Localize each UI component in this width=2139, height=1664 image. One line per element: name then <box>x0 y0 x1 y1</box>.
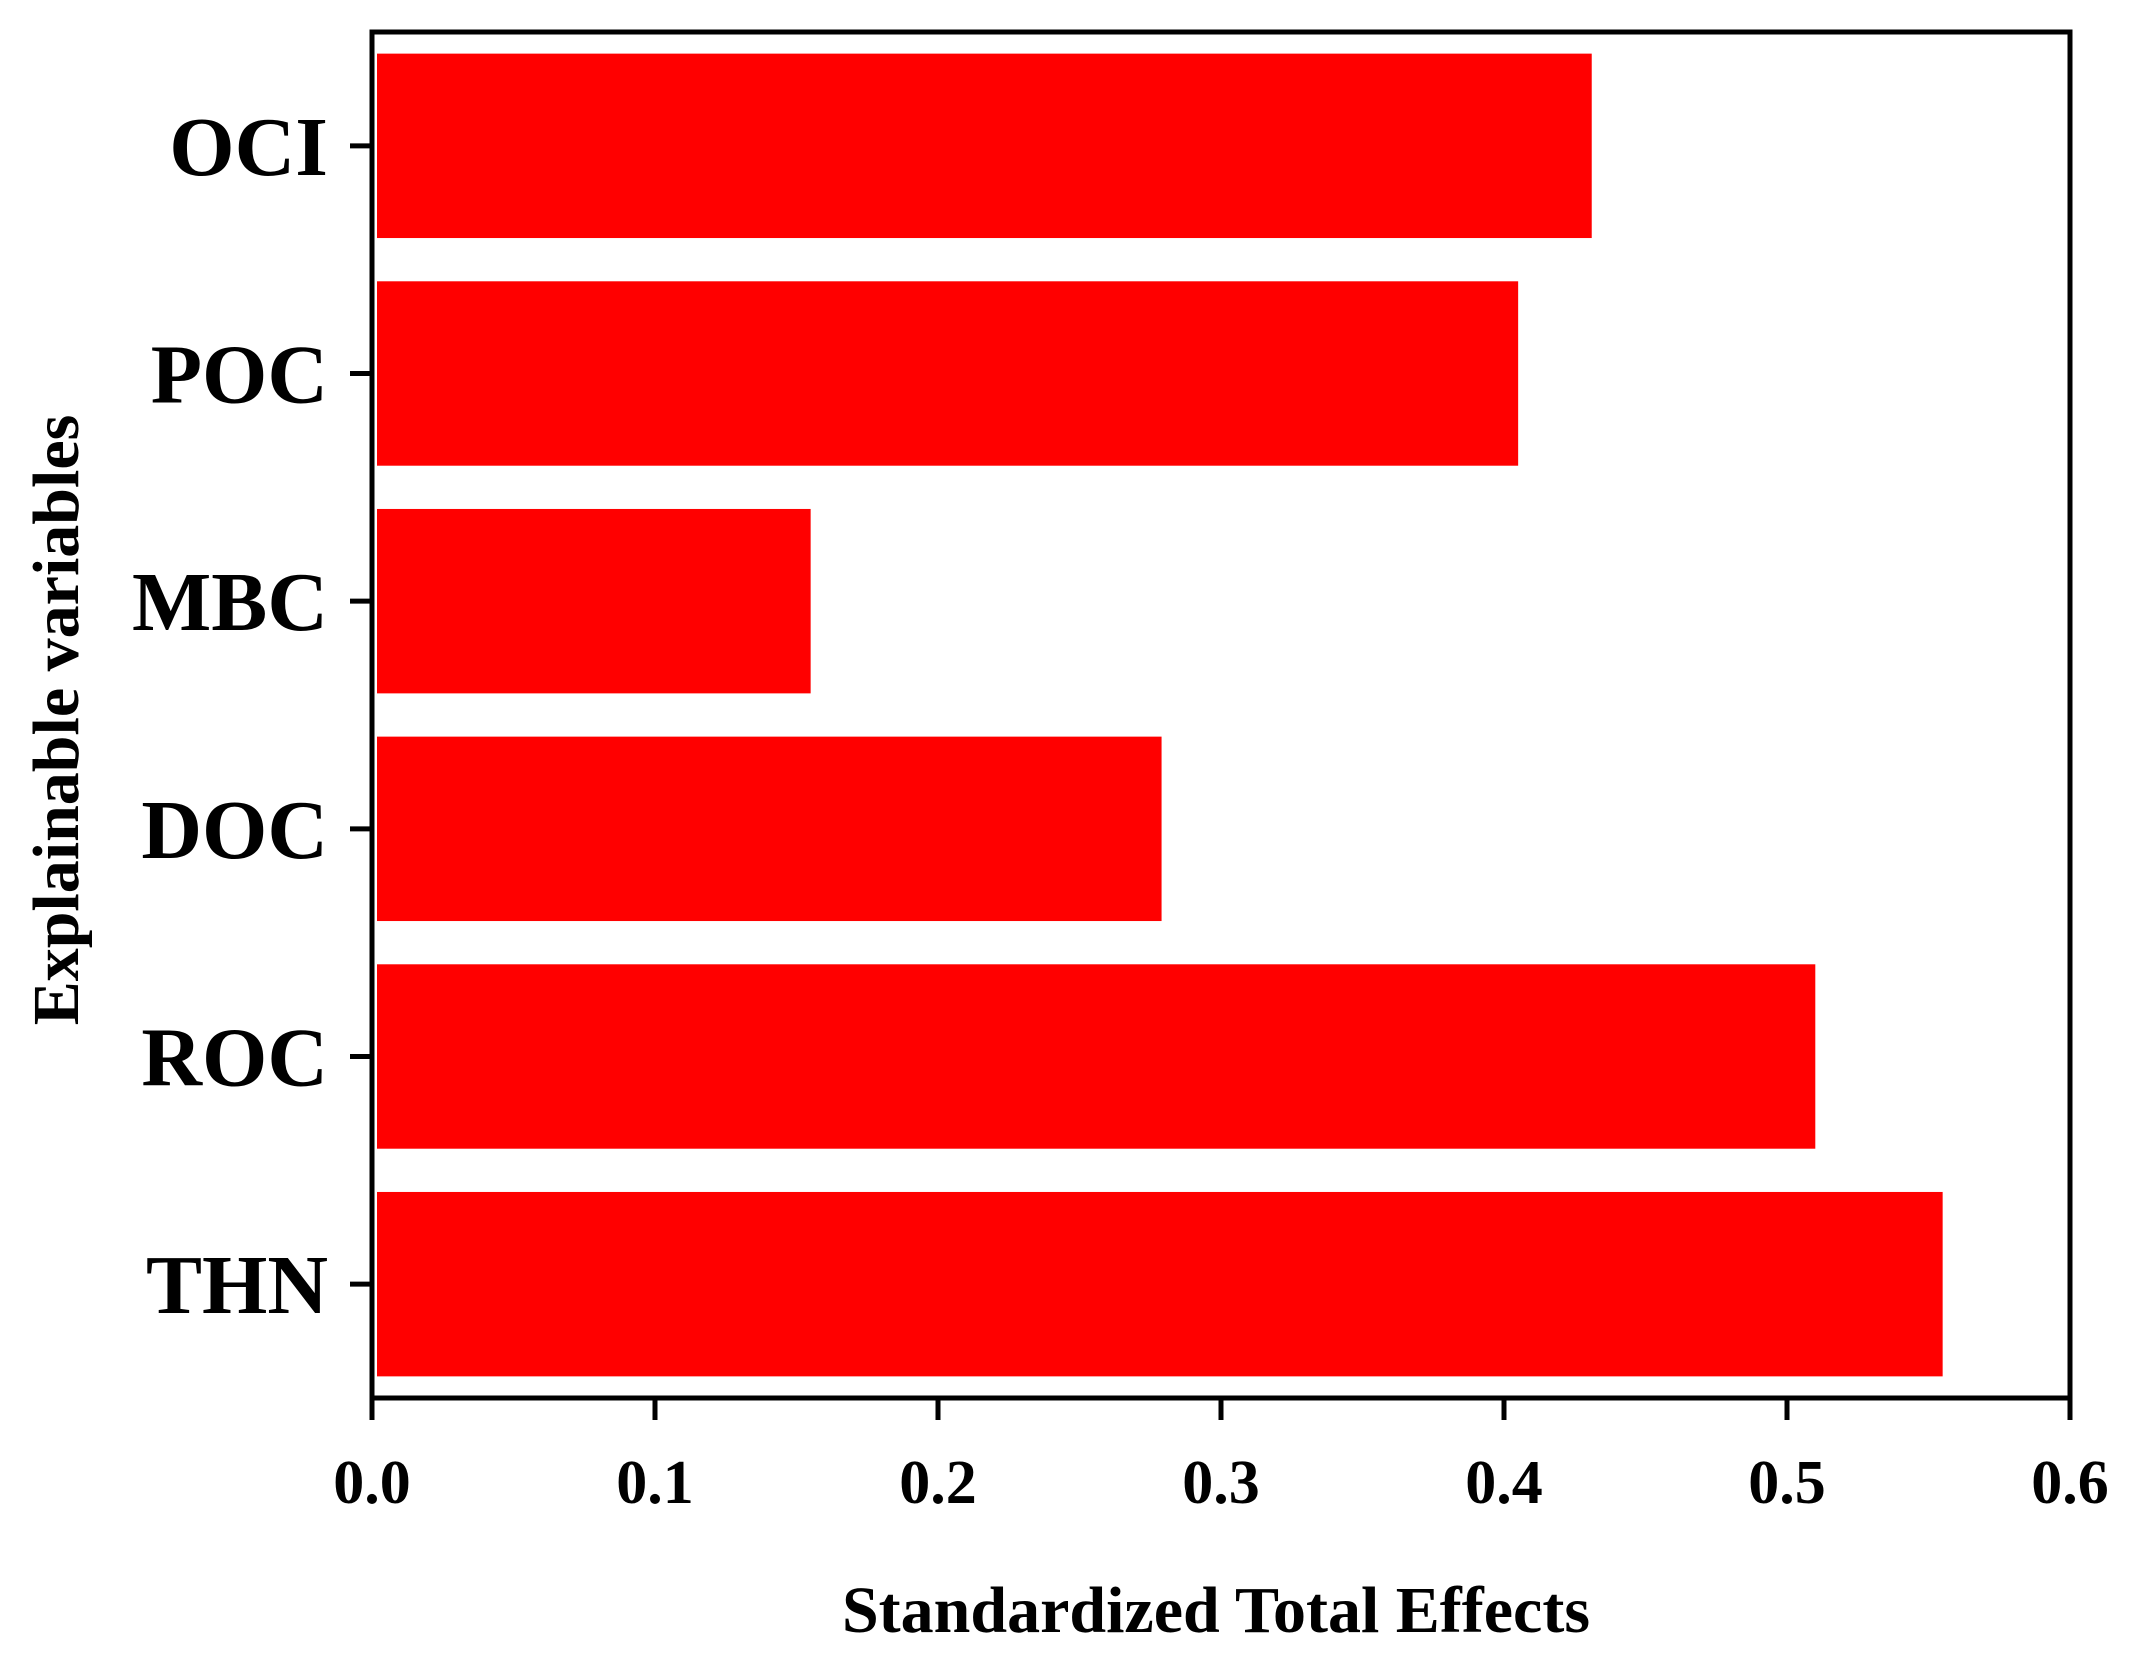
y-tick-label-doc: DOC <box>141 784 328 877</box>
y-ticks-group: OCI POC MBC DOC ROC THN <box>132 101 372 1332</box>
x-ticks-group: 0.0 0.1 0.2 0.3 0.4 0.5 0.6 <box>333 1398 2109 1517</box>
x-axis-title: Standardized Total Effects <box>842 1574 1590 1647</box>
bar-roc <box>377 964 1816 1149</box>
y-axis-title: Explainable variables <box>20 415 93 1026</box>
y-tick-label-oci: OCI <box>169 101 328 194</box>
x-tick-label: 0.1 <box>616 1449 694 1517</box>
x-tick-label: 0.0 <box>333 1449 411 1517</box>
x-tick-label: 0.6 <box>2031 1449 2109 1517</box>
y-tick-label-thn: THN <box>146 1239 328 1332</box>
x-tick-label: 0.2 <box>899 1449 977 1517</box>
bar-poc <box>377 281 1519 466</box>
y-tick-label-roc: ROC <box>141 1012 328 1105</box>
plot-frame <box>369 29 2073 1401</box>
x-tick-label: 0.4 <box>1465 1449 1543 1517</box>
y-tick-label-mbc: MBC <box>132 556 328 649</box>
bar-doc <box>377 736 1162 922</box>
x-tick-label: 0.3 <box>1182 1449 1260 1517</box>
bar-thn <box>377 1191 1943 1377</box>
bars-group <box>377 53 1943 1377</box>
bar-oci <box>377 53 1592 239</box>
bar-mbc <box>377 508 811 694</box>
y-tick-label-poc: POC <box>151 329 328 422</box>
x-tick-label: 0.5 <box>1748 1449 1826 1517</box>
